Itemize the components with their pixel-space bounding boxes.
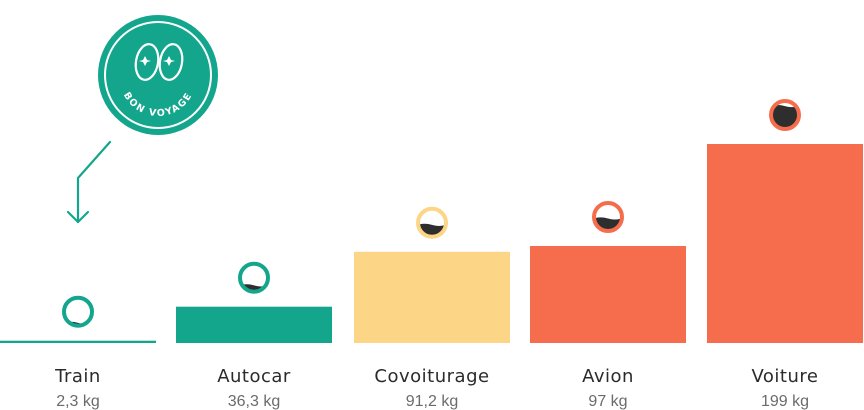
badge-ring — [104, 21, 212, 129]
category-label-avion: Avion — [582, 366, 634, 387]
value-label-covoiturage: 91,2 kg — [406, 393, 458, 410]
bars-layer — [0, 144, 863, 343]
category-label-covoiturage: Covoiturage — [374, 366, 489, 387]
bon-voyage-badge: BON VOYAGE — [98, 15, 218, 135]
fill-indicator-autocar — [238, 261, 270, 294]
fill-indicator-voiture — [769, 99, 801, 131]
labels-layer: Train 2,3 kg Autocar 36,3 kg Covoiturage 91,2… — [54, 366, 818, 410]
bar-covoiturage — [354, 251, 510, 343]
category-label-voiture: Voiture — [752, 366, 819, 387]
value-label-autocar: 36,3 kg — [228, 393, 280, 410]
value-label-voiture: 199 kg — [761, 393, 809, 410]
value-label-train: 2,3 kg — [56, 393, 100, 410]
fill-indicator-avion — [592, 201, 624, 233]
indicators-layer — [62, 99, 801, 328]
bar-autocar — [176, 306, 332, 343]
fill-indicator-covoiturage — [416, 206, 448, 239]
category-label-autocar: Autocar — [217, 366, 291, 387]
value-label-avion: 97 kg — [588, 393, 627, 410]
pointer-arrow — [66, 140, 112, 224]
bar-avion — [530, 246, 686, 343]
bar-train — [0, 340, 156, 343]
category-label-train: Train — [54, 366, 101, 387]
bar-voiture — [707, 144, 863, 343]
binoculars-icon — [134, 43, 184, 81]
badge-circle — [98, 15, 218, 135]
fill-indicator-train — [62, 295, 94, 328]
